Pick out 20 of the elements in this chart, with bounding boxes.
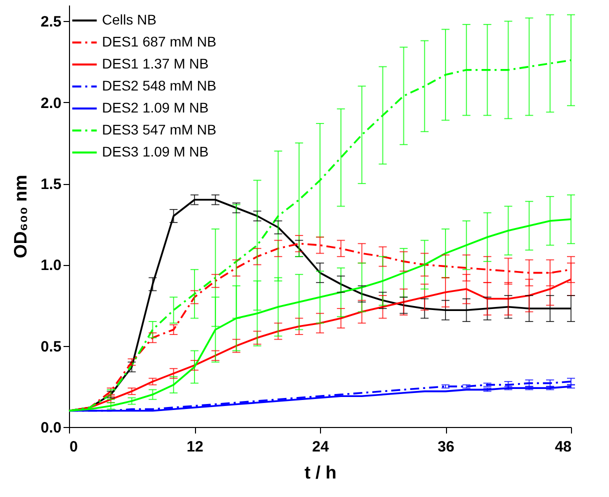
legend-label: Cells NB xyxy=(102,12,156,28)
y-axis-title: OD₆₀₀ nm xyxy=(10,174,31,258)
x-tick-label: 12 xyxy=(186,438,204,456)
legend-label: DES3 1.09 M NB xyxy=(102,144,209,160)
x-tick-label: 36 xyxy=(438,438,454,456)
legend-label: DES1 1.37 M NB xyxy=(102,56,209,72)
x-axis-title: t / h xyxy=(304,462,336,482)
x-tick-label: 48 xyxy=(554,438,572,456)
x-tick-label: 24 xyxy=(312,438,330,456)
y-tick-label: 1.5 xyxy=(40,176,62,194)
legend-label: DES2 1.09 M NB xyxy=(102,100,209,116)
y-tick-label: 2.5 xyxy=(40,14,62,31)
legend-label: DES2 548 mM NB xyxy=(102,78,216,94)
legend-label: DES3 547 mM NB xyxy=(102,122,216,138)
legend-label: DES1 687 mM NB xyxy=(102,34,216,50)
y-tick-label: 0.0 xyxy=(40,420,62,436)
y-tick-label: 0.5 xyxy=(40,338,62,356)
y-tick-label: 2.0 xyxy=(40,94,62,112)
x-tick-label: 0 xyxy=(70,438,78,456)
y-tick-label: 1.0 xyxy=(40,257,62,274)
